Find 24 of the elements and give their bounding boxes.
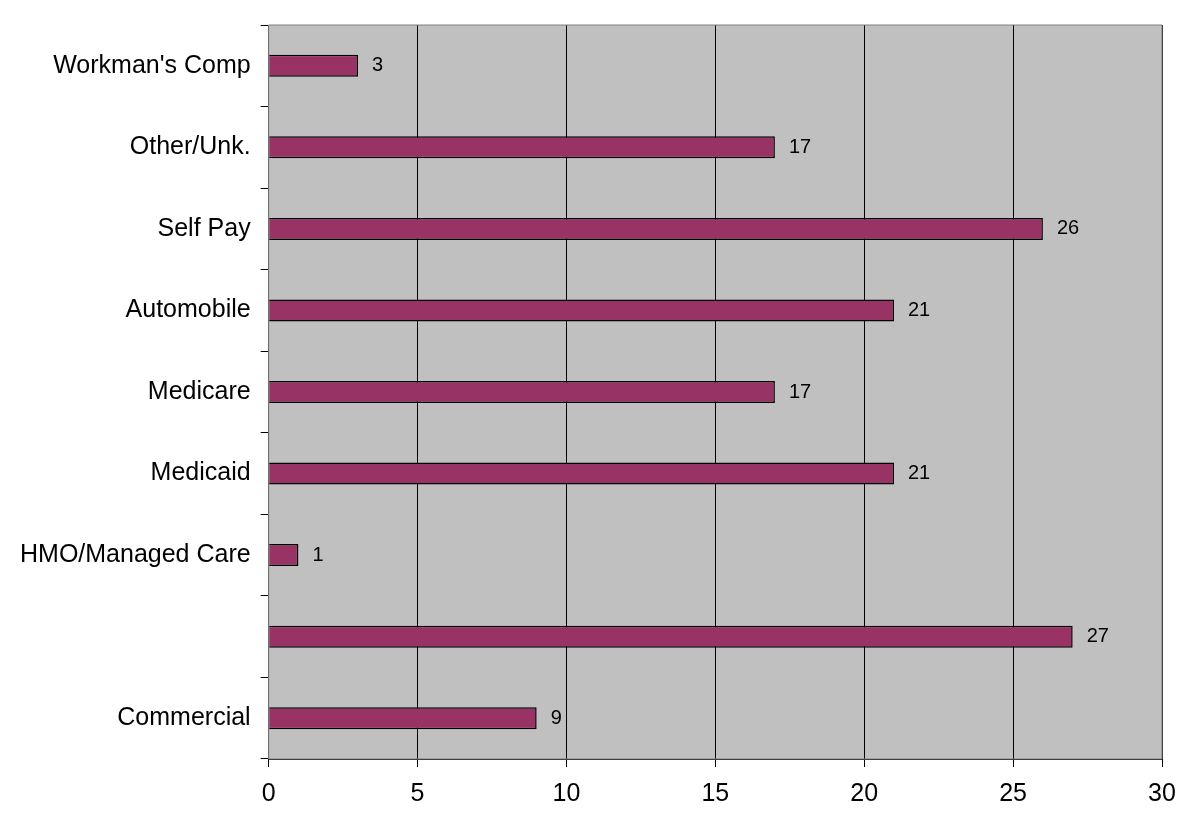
y-tick-label: Self Pay <box>157 212 252 241</box>
y-tick-label: Workman's Comp <box>53 49 251 78</box>
data-label: 21 <box>908 461 931 484</box>
x-tick-label: 5 <box>410 777 425 806</box>
y-tick-label: Automobile <box>125 294 251 323</box>
y-tick-label: Commercial <box>117 702 251 731</box>
y-tick-label: Medicaid <box>150 457 251 486</box>
data-label: 27 <box>1086 624 1109 647</box>
x-tick-label: 15 <box>701 777 730 806</box>
x-tick-label: 10 <box>552 777 581 806</box>
x-tick-label: 20 <box>850 777 879 806</box>
data-label: 9 <box>550 705 562 728</box>
x-tick-label: 30 <box>1148 777 1176 806</box>
data-label: 26 <box>1056 216 1080 239</box>
data-label: 3 <box>371 53 384 76</box>
x-tick-label: 25 <box>999 777 1028 806</box>
data-label: 17 <box>788 134 812 157</box>
y-tick-label: Other/Unk. <box>129 131 251 160</box>
x-tick-label: 0 <box>261 777 276 806</box>
data-label: 1 <box>312 542 324 565</box>
y-tick-label: Medicare <box>147 375 251 404</box>
y-tick-label: HMO/Managed Care <box>20 539 251 567</box>
data-label: 17 <box>788 379 812 402</box>
data-label: 21 <box>908 297 931 320</box>
